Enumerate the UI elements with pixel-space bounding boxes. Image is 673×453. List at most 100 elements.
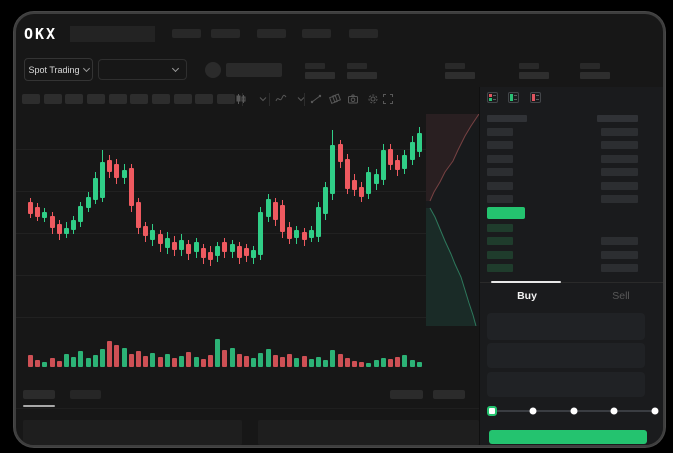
ticker-stat-placeholder bbox=[580, 63, 611, 79]
candle-type-icon[interactable] bbox=[235, 93, 247, 105]
chevron-down-icon[interactable] bbox=[295, 93, 307, 105]
slider-handle-0pct[interactable] bbox=[487, 406, 497, 416]
orders-table-placeholder bbox=[258, 420, 479, 445]
okx-logo: OKX bbox=[24, 25, 58, 43]
nav-item-placeholder[interactable] bbox=[257, 29, 286, 38]
slider-handle-100pct[interactable] bbox=[651, 407, 659, 415]
volume-bar bbox=[402, 355, 408, 367]
timeframe-placeholder[interactable] bbox=[217, 94, 235, 104]
chevron-down-icon[interactable] bbox=[257, 93, 269, 105]
candle bbox=[280, 205, 285, 232]
coin-icon-placeholder bbox=[205, 62, 221, 78]
timeframe-placeholder[interactable] bbox=[195, 94, 213, 104]
candle bbox=[344, 159, 350, 189]
amount-percent-slider[interactable] bbox=[487, 406, 659, 416]
candle bbox=[128, 168, 134, 206]
ask-amount-placeholder bbox=[601, 195, 638, 203]
candle bbox=[337, 144, 343, 162]
volume-bar bbox=[359, 362, 365, 367]
settings-gear-icon[interactable] bbox=[367, 93, 379, 105]
volume-bar bbox=[200, 359, 206, 367]
candle bbox=[215, 246, 221, 256]
volume-bar bbox=[388, 359, 393, 367]
volume-bar bbox=[251, 358, 257, 367]
orders-table-placeholder bbox=[23, 420, 242, 445]
volume-bar bbox=[258, 353, 264, 367]
bid-price-placeholder[interactable] bbox=[487, 237, 513, 246]
bid-price-placeholder[interactable] bbox=[487, 224, 513, 232]
ask-price-placeholder[interactable] bbox=[487, 168, 513, 177]
ask-price-placeholder[interactable] bbox=[487, 141, 513, 150]
ask-price-placeholder[interactable] bbox=[487, 181, 513, 190]
market-type-selector[interactable]: Spot Trading bbox=[24, 58, 93, 81]
ask-price-placeholder[interactable] bbox=[487, 195, 513, 203]
timeframe-placeholder[interactable] bbox=[152, 94, 170, 104]
gridline bbox=[16, 233, 465, 234]
slider-handle-50pct[interactable] bbox=[570, 407, 577, 415]
candle bbox=[193, 242, 199, 252]
candle bbox=[294, 230, 300, 238]
timeframe-placeholder[interactable] bbox=[109, 94, 127, 104]
tab-sell[interactable]: Sell bbox=[612, 290, 630, 302]
timeframe-placeholder[interactable] bbox=[174, 94, 192, 104]
amount-input-placeholder[interactable] bbox=[487, 343, 645, 368]
last-price-badge[interactable] bbox=[487, 207, 525, 219]
app-window: OKX Spot Trading bbox=[14, 12, 665, 447]
search-placeholder[interactable] bbox=[70, 26, 155, 42]
volume-bar bbox=[287, 354, 293, 367]
book-combined-icon[interactable] bbox=[487, 92, 498, 103]
bottom-action-placeholder[interactable] bbox=[433, 390, 465, 399]
book-asks-icon[interactable] bbox=[530, 92, 541, 103]
trendline-icon[interactable] bbox=[310, 93, 322, 105]
nav-item-placeholder[interactable] bbox=[349, 29, 378, 38]
volume-bar bbox=[157, 357, 163, 367]
candle bbox=[114, 164, 120, 178]
indicators-icon[interactable] bbox=[275, 93, 287, 105]
tab-buy[interactable]: Buy bbox=[517, 290, 537, 302]
volume-bar bbox=[85, 358, 91, 367]
bid-price-placeholder[interactable] bbox=[487, 250, 513, 259]
bid-price-placeholder[interactable] bbox=[487, 264, 513, 273]
candle bbox=[143, 226, 149, 236]
book-bids-icon[interactable] bbox=[508, 92, 519, 103]
timeframe-placeholder[interactable] bbox=[87, 94, 105, 104]
price-input-placeholder[interactable] bbox=[487, 313, 645, 340]
buy-button[interactable] bbox=[489, 430, 647, 444]
active-tab-indicator bbox=[23, 405, 55, 407]
depth-chart[interactable] bbox=[426, 113, 480, 327]
pair-name-placeholder bbox=[226, 63, 282, 77]
bottom-action-placeholder[interactable] bbox=[390, 390, 423, 399]
pair-dropdown[interactable] bbox=[98, 59, 187, 80]
ask-price-placeholder[interactable] bbox=[487, 154, 513, 163]
compare-icon[interactable] bbox=[329, 93, 341, 105]
ask-amount-placeholder bbox=[601, 168, 638, 177]
candle bbox=[316, 207, 321, 237]
gridline bbox=[16, 317, 465, 318]
volume-bar bbox=[136, 351, 141, 367]
orderbook-price-header-placeholder bbox=[487, 115, 527, 122]
candle bbox=[56, 224, 62, 234]
volume-bar bbox=[186, 352, 192, 367]
candlestick-chart[interactable] bbox=[16, 109, 479, 379]
timeframe-placeholder[interactable] bbox=[130, 94, 148, 104]
nav-item-placeholder[interactable] bbox=[211, 29, 240, 38]
ask-amount-placeholder bbox=[601, 141, 638, 150]
slider-handle-75pct[interactable] bbox=[610, 407, 618, 415]
candle bbox=[258, 212, 264, 255]
nav-item-placeholder[interactable] bbox=[172, 29, 201, 38]
history-tab-placeholder[interactable] bbox=[70, 390, 101, 399]
ask-amount-placeholder bbox=[601, 181, 638, 190]
gridline bbox=[16, 149, 465, 150]
timeframe-placeholder[interactable] bbox=[44, 94, 62, 104]
fullscreen-icon[interactable] bbox=[382, 93, 394, 105]
slider-handle-25pct[interactable] bbox=[529, 407, 537, 415]
camera-icon[interactable] bbox=[347, 93, 359, 105]
timeframe-placeholder[interactable] bbox=[65, 94, 83, 104]
section-divider bbox=[16, 408, 479, 409]
orders-tab-placeholder[interactable] bbox=[23, 390, 55, 399]
timeframe-placeholder[interactable] bbox=[22, 94, 40, 104]
nav-item-placeholder[interactable] bbox=[302, 29, 331, 38]
ask-price-placeholder[interactable] bbox=[487, 128, 513, 136]
toolbar-divider bbox=[269, 93, 270, 106]
total-input-placeholder[interactable] bbox=[487, 372, 645, 397]
